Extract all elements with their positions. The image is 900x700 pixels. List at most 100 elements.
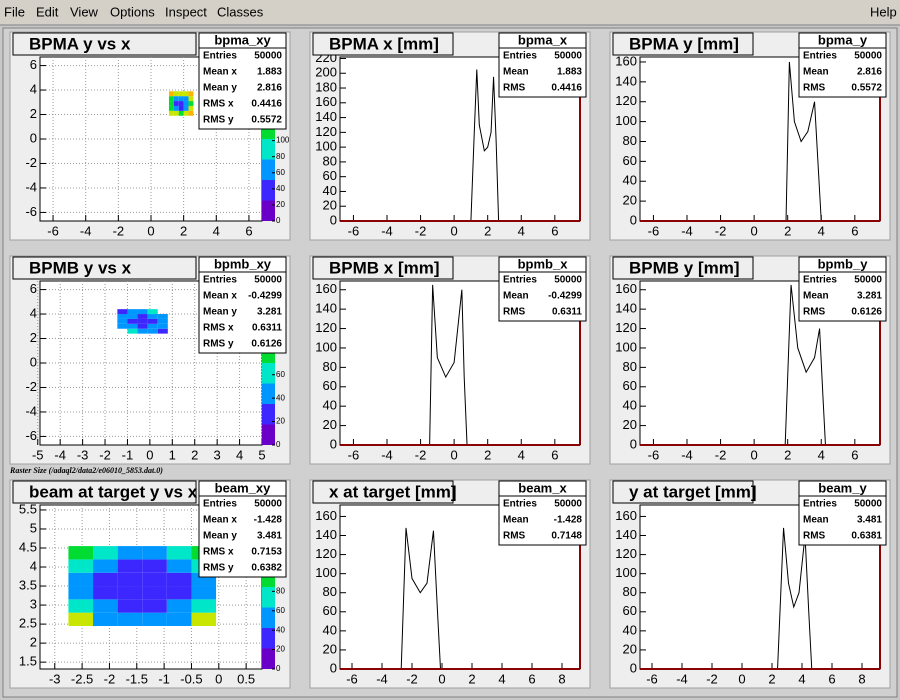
x-tick-label: 2 — [484, 447, 491, 462]
x-tick-label: 6 — [851, 223, 858, 238]
y-tick-label: 180 — [315, 79, 337, 94]
y-tick-label: 40 — [623, 398, 637, 413]
heatmap-cell — [93, 612, 118, 627]
x-tick-label: 1 — [169, 447, 176, 462]
heatmap-cell — [93, 546, 118, 560]
x-tick-label: -4 — [376, 671, 388, 686]
stats-box — [498, 256, 587, 322]
heatmap-cell — [127, 323, 138, 329]
stats-label: RMS — [503, 83, 526, 94]
stats-label: RMS y — [203, 115, 234, 126]
heatmap-cell — [168, 91, 174, 97]
pad: -3 -2.5 -2 -1.5 -1 -0.5 0 0.5 1.5 2 2.5 3 3.5 4 4.5 5 5.… — [9, 479, 291, 689]
stats-box — [198, 480, 287, 578]
stats-value: 0.4416 — [251, 99, 282, 110]
pad-title: BPMA y vs x — [29, 34, 131, 53]
y-tick-label: 60 — [323, 603, 337, 618]
stats-value: 50000 — [854, 499, 882, 510]
x-tick-label: 0 — [751, 223, 758, 238]
title-box — [12, 32, 197, 56]
x-tick-label: 6 — [551, 223, 558, 238]
y-tick-label: 100 — [315, 139, 337, 154]
y-tick-label: 2.5 — [19, 616, 37, 631]
heatmap-cell — [166, 599, 192, 613]
menu-item[interactable]: Inspect — [165, 4, 207, 19]
stats-name: beam_x — [518, 480, 567, 495]
heatmap-cell — [173, 105, 179, 111]
stats-value: 0.6382 — [251, 563, 282, 574]
x-tick-label: -1.5 — [126, 671, 148, 686]
menu-item[interactable]: Options — [110, 4, 155, 19]
x-tick-label: -4 — [676, 671, 688, 686]
x-tick-label: -6 — [346, 671, 358, 686]
y-tick-label: 120 — [315, 320, 337, 335]
pad: -6 -4 -2 0 2 4 6020406080100120140160180200220… — [309, 31, 591, 241]
menu-item[interactable]: View — [70, 4, 99, 19]
z-tick-label: 60 — [276, 168, 285, 177]
y-tick-label: -6 — [25, 204, 37, 219]
heatmap-cell — [137, 323, 148, 329]
stats-box — [498, 32, 587, 98]
heatmap-cell — [137, 309, 148, 315]
y-tick-label: 100 — [615, 565, 637, 580]
x-tick-label: 4 — [518, 447, 525, 462]
stats-value: 0.6126 — [251, 339, 282, 350]
x-tick-label: 0 — [451, 223, 458, 238]
y-tick-label: 140 — [315, 109, 337, 124]
y-tick-label: 60 — [323, 378, 337, 393]
stats-label: Mean — [503, 291, 529, 302]
y-tick-label: 160 — [615, 53, 637, 68]
heatmap-cell — [183, 110, 189, 116]
z-tick-label: 100 — [276, 136, 290, 145]
x-tick-label: -6 — [648, 447, 660, 462]
y-tick-label: 6 — [30, 281, 37, 296]
x-tick-label: -6 — [47, 223, 59, 238]
pad-title: BPMA x [mm] — [329, 34, 439, 53]
x-tick-label: 6 — [851, 447, 858, 462]
y-tick-label: 100 — [615, 339, 637, 354]
heatmap-cell — [166, 586, 192, 600]
stats-value: 50000 — [254, 51, 282, 62]
heatmap-cell — [93, 572, 118, 587]
menu-item[interactable]: Help — [870, 4, 897, 19]
y-tick-label: 20 — [623, 193, 637, 208]
heatmap-cell — [117, 546, 143, 560]
z-tick-label: 40 — [276, 393, 285, 402]
menu-item[interactable]: File — [4, 4, 25, 19]
y-tick-label: 2 — [30, 330, 37, 345]
x-tick-label: 0 — [215, 671, 222, 686]
x-tick-label: 3 — [214, 447, 221, 462]
color-scale-band — [262, 383, 275, 404]
menu-item[interactable]: Edit — [36, 4, 59, 19]
x-tick-label: 2 — [768, 671, 775, 686]
heatmap-cell — [166, 546, 192, 560]
heatmap-cell — [68, 612, 94, 627]
y-tick-label: 5 — [30, 520, 37, 535]
title-box — [312, 256, 454, 280]
y-tick-label: -4 — [25, 179, 37, 194]
x-tick-label: 4 — [518, 223, 525, 238]
y-tick-label: 40 — [323, 398, 337, 413]
x-tick-label: 4 — [236, 447, 243, 462]
heatmap-cell — [183, 105, 189, 111]
heatmap-cell — [117, 318, 128, 324]
histogram-line — [340, 284, 580, 446]
stats-box — [198, 256, 287, 354]
heatmap-cell — [137, 318, 148, 324]
x-tick-label: -2 — [99, 447, 111, 462]
y-tick-label: 160 — [615, 508, 637, 523]
y-tick-label: -2 — [25, 379, 37, 394]
heatmap-cell — [166, 612, 192, 627]
y-tick-label: 80 — [323, 153, 337, 168]
y-tick-label: 120 — [615, 546, 637, 561]
stats-label: Entries — [803, 275, 837, 286]
heatmap-cell — [173, 101, 179, 106]
heatmap-cell — [183, 96, 189, 102]
menu-item[interactable]: Classes — [217, 4, 264, 19]
heatmap-cell — [68, 546, 94, 560]
caption: Raster Size (/adaql2/data2/e06010_5853.d… — [9, 466, 163, 475]
stats-label: RMS — [503, 531, 526, 542]
y-tick-label: 20 — [623, 641, 637, 656]
